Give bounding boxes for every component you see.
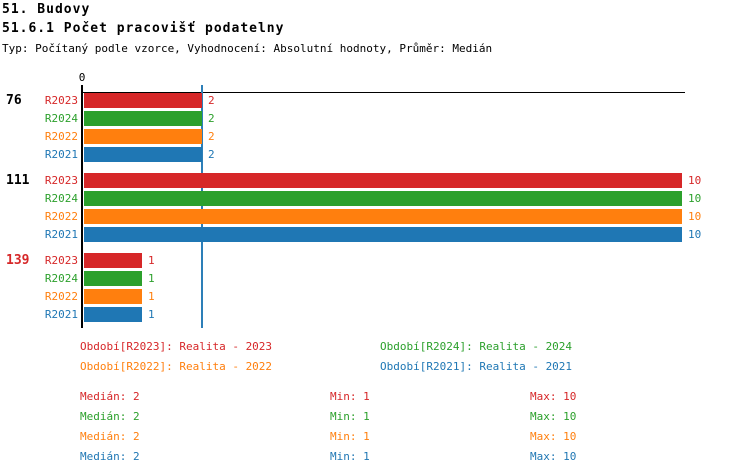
series-row-label: R2022 [44,290,78,303]
series-row-label: R2022 [44,130,78,143]
bar-value-label: 10 [688,174,702,187]
bar [84,173,682,188]
group-total-label: 139 [6,253,30,268]
bar [84,271,142,286]
legend-item: Období[R2022]: Realita - 2022 [80,360,273,373]
x-axis-origin-label: 0 [78,71,86,84]
stat-median: Medián: 2 [80,390,140,403]
series-row-label: R2021 [44,148,78,161]
bar [84,191,682,206]
y-axis-line [81,85,83,328]
bar [84,227,682,242]
stat-max: Max: 10 [530,410,577,423]
bar [84,289,142,304]
stat-min: Min: 1 [330,410,370,423]
stat-min: Min: 1 [330,390,370,403]
bar [84,147,202,162]
bar-value-label: 10 [688,228,702,241]
bar-value-label: 2 [208,112,215,125]
x-axis-line [82,92,685,93]
bar [84,253,142,268]
indicator-title: 51.6.1 Počet pracovišť podatelny [2,21,285,36]
series-row-label: R2021 [44,228,78,241]
legend-item: Období[R2021]: Realita - 2021 [380,360,573,373]
bar-value-label: 2 [208,148,215,161]
series-row-label: R2024 [44,272,78,285]
bar [84,111,202,126]
stat-max: Max: 10 [530,430,577,443]
series-row-label: R2024 [44,112,78,125]
series-row-label: R2023 [44,94,78,107]
page-title: 51. Budovy [2,2,91,17]
bar [84,129,202,144]
series-row-label: R2024 [44,192,78,205]
bar-value-label: 1 [148,254,155,267]
legend-item: Období[R2024]: Realita - 2024 [380,340,573,353]
stat-median: Medián: 2 [80,450,140,463]
indicator-meta-line: Typ: Počítaný podle vzorce, Vyhodnocení:… [2,42,493,55]
stat-max: Max: 10 [530,390,577,403]
stat-min: Min: 1 [330,430,370,443]
stat-median: Medián: 2 [80,410,140,423]
series-row-label: R2021 [44,308,78,321]
series-row-label: R2022 [44,210,78,223]
bar-value-label: 2 [208,130,215,143]
group-total-label: 76 [6,93,22,108]
bar-value-label: 10 [688,210,702,223]
bar-value-label: 2 [208,94,215,107]
bar-value-label: 1 [148,290,155,303]
bar [84,307,142,322]
median-reference-line [201,85,203,328]
stat-median: Medián: 2 [80,430,140,443]
bar-value-label: 1 [148,272,155,285]
stat-min: Min: 1 [330,450,370,463]
series-row-label: R2023 [44,174,78,187]
legend-item: Období[R2023]: Realita - 2023 [80,340,273,353]
stat-max: Max: 10 [530,450,577,463]
group-total-label: 111 [6,173,30,188]
bar [84,209,682,224]
bar-value-label: 10 [688,192,702,205]
series-row-label: R2023 [44,254,78,267]
bar-value-label: 1 [148,308,155,321]
bar [84,93,202,108]
